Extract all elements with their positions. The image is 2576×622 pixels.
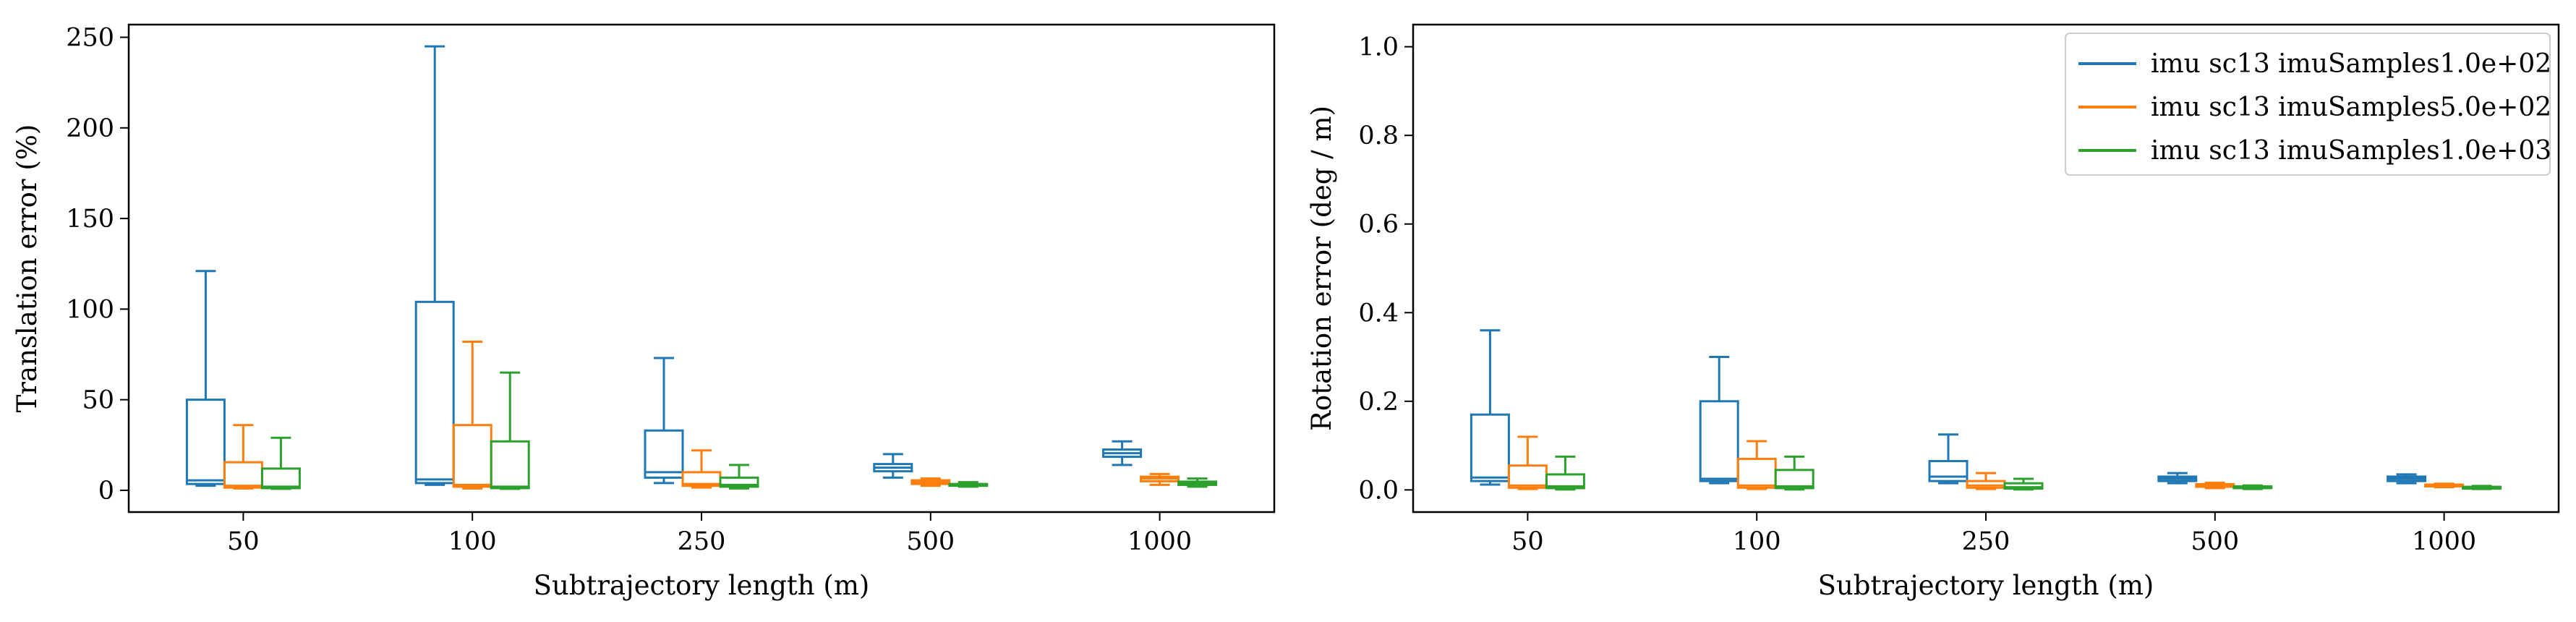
box-body [260, 467, 301, 490]
box-body [644, 429, 684, 479]
x-tick-label: 50 [227, 527, 260, 556]
legend: imu sc13 imuSamples1.0e+02 imu sc13 imuSa… [2065, 33, 2551, 176]
y-tick-label: 200 [66, 114, 114, 143]
x-tick-label: 100 [448, 527, 497, 556]
y-tick-label: 0.4 [1358, 299, 1399, 328]
box-body [1470, 413, 1510, 482]
box-250-series-2 [719, 464, 759, 490]
box-body [1966, 480, 2006, 489]
legend-entry: imu sc13 imuSamples1.0e+03 [2151, 136, 2551, 166]
y-tick-label: 0 [98, 477, 114, 506]
y-tick-label: 150 [66, 205, 114, 234]
box-500-series-1 [2195, 482, 2235, 490]
box-body [1928, 460, 1969, 482]
box-body [223, 461, 263, 489]
box-100-series-0 [414, 45, 455, 486]
box-body [414, 300, 455, 485]
box-250-series-0 [1928, 433, 1969, 485]
box-500-series-0 [873, 453, 913, 479]
y-axis-label: Rotation error (deg / m) [1306, 106, 1337, 431]
box-body [1699, 400, 1739, 482]
box-body [1736, 457, 1777, 489]
plot-frame [127, 23, 1276, 514]
legend-frame [2065, 33, 2551, 176]
x-axis-label: Subtrajectory length (m) [1818, 570, 2154, 601]
box-250-series-0 [644, 357, 684, 485]
box-body [719, 476, 759, 488]
box-100-series-0 [1699, 356, 1739, 485]
box-body [490, 440, 530, 490]
box-50-series-1 [223, 424, 263, 490]
x-tick-label: 500 [906, 527, 955, 556]
box-100-series-1 [452, 340, 492, 490]
box-50-series-1 [1507, 435, 1548, 490]
box-500-series-0 [2157, 472, 2198, 485]
box-250-series-1 [681, 449, 722, 489]
box-body [1774, 469, 1814, 490]
box-500-series-1 [910, 477, 951, 487]
y-tick-label: 50 [82, 386, 114, 415]
x-axis-label: Subtrajectory length (m) [534, 570, 870, 601]
y-tick-label: 100 [66, 295, 114, 324]
rotation-error-chart: 0.0 0.2 0.4 0.6 0.8 1.0 50 100 250 500 1000 Subtraj… [1306, 23, 2560, 601]
x-tick-label: 1000 [1127, 527, 1192, 556]
box-body [1507, 464, 1548, 489]
box-500-series-2 [2232, 484, 2273, 490]
box-500-series-2 [948, 481, 989, 488]
box-100-series-2 [490, 371, 530, 490]
x-tick-label: 1000 [2412, 527, 2476, 556]
box-1000-series-1 [1140, 472, 1180, 486]
box-100-series-1 [1736, 440, 1777, 490]
box-1000-series-0 [2387, 473, 2427, 485]
y-tick-label: 0.8 [1358, 122, 1399, 150]
x-tick-label: 100 [1733, 527, 1781, 556]
box-1000-series-1 [2424, 482, 2465, 489]
box-50-series-2 [260, 436, 301, 490]
box-100-series-2 [1774, 455, 1814, 491]
y-tick-label: 0.0 [1358, 476, 1399, 505]
y-tick-label: 0.6 [1358, 210, 1399, 239]
x-tick-label: 250 [678, 527, 726, 556]
box-50-series-2 [1545, 455, 1585, 491]
y-axis-label: Translation error (%) [12, 124, 43, 413]
y-tick-label: 0.2 [1358, 388, 1399, 417]
box-body [185, 399, 226, 485]
box-50-series-0 [185, 270, 226, 487]
box-body [2003, 482, 2044, 490]
box-1000-series-0 [1102, 440, 1143, 466]
y-tick-label: 250 [66, 24, 114, 53]
box-body [1545, 473, 1585, 490]
box-250-series-2 [2003, 477, 2044, 491]
legend-entry: imu sc13 imuSamples1.0e+02 [2151, 49, 2551, 79]
box-50-series-0 [1470, 329, 1510, 486]
box-body [452, 424, 492, 488]
y-tick-label: 1.0 [1358, 33, 1399, 62]
translation-error-chart: 0 50 100 150 200 250 50 100 250 500 1000 Subtraject… [12, 23, 1276, 601]
x-tick-label: 50 [1511, 527, 1544, 556]
box-250-series-1 [1966, 472, 2006, 490]
legend-entry: imu sc13 imuSamples5.0e+02 [2151, 93, 2551, 122]
box-1000-series-2 [1177, 477, 1218, 488]
x-tick-label: 250 [1962, 527, 2010, 556]
box-1000-series-2 [2462, 485, 2502, 490]
x-tick-label: 500 [2191, 527, 2239, 556]
